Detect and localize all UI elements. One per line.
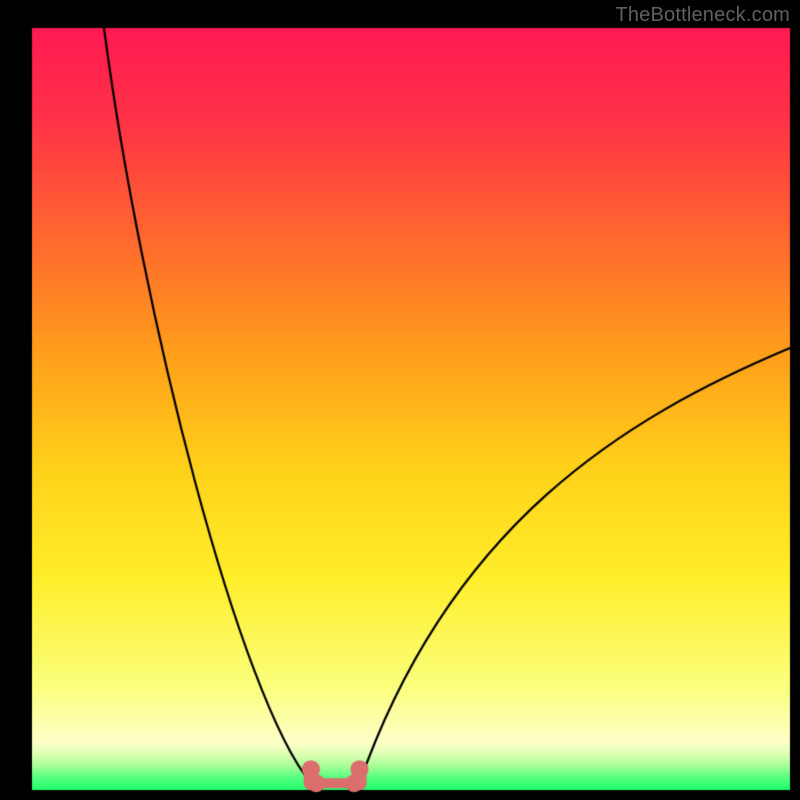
bottleneck-chart-canvas [0, 0, 800, 800]
chart-container: TheBottleneck.com [0, 0, 800, 800]
watermark-text: TheBottleneck.com [615, 4, 790, 27]
